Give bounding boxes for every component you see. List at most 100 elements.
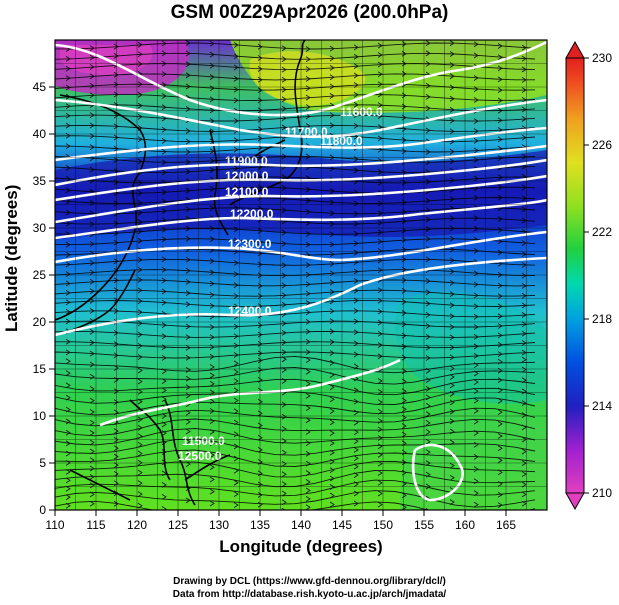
streamline-arrow (305, 487, 311, 494)
contour-label: 11700.0 (285, 125, 328, 139)
streamline-arrow (377, 169, 383, 175)
streamline-arrow (425, 385, 431, 392)
streamline-arrow (281, 207, 287, 214)
streamline-arrow (185, 256, 191, 263)
streamline-arrow (137, 425, 143, 431)
streamline-arrow (113, 277, 119, 284)
streamline-arrow (329, 188, 335, 195)
streamline-arrow (209, 429, 215, 435)
streamline-arrow (161, 368, 167, 375)
streamline-arrow (113, 43, 119, 50)
streamline-arrow (185, 267, 191, 274)
x-tick-label: 125 (168, 518, 188, 532)
streamline-arrow (209, 138, 215, 145)
streamline-arrow (497, 76, 503, 83)
streamline-arrow (281, 45, 287, 52)
streamline-arrow (329, 328, 335, 335)
streamline-arrow (137, 469, 143, 476)
streamline-arrow (425, 300, 431, 307)
streamline-arrow (137, 266, 143, 273)
streamline-arrow (65, 56, 71, 62)
streamline-arrow (257, 228, 263, 234)
streamline-arrow (377, 490, 383, 497)
streamline-arrow (473, 97, 479, 103)
streamline-arrow (497, 445, 503, 452)
streamline-arrow (425, 355, 431, 361)
streamline-arrow (161, 217, 167, 224)
streamline-arrow (305, 94, 311, 101)
streamline-arrow (233, 369, 239, 375)
streamline-arrow (449, 177, 455, 184)
streamline-arrow (161, 396, 167, 402)
streamline-arrow (449, 428, 455, 435)
streamline-arrow (329, 339, 335, 345)
streamline-arrow (329, 112, 335, 119)
streamline-arrow (353, 53, 359, 60)
streamline-arrow (89, 278, 95, 285)
streamline-arrow (113, 53, 119, 59)
streamline-arrow (521, 116, 527, 122)
streamline-arrow (185, 344, 191, 351)
streamline-arrow (497, 194, 503, 201)
streamline-arrow (521, 44, 527, 51)
streamline-arrow (521, 302, 527, 309)
streamline-arrow (473, 430, 479, 436)
streamline-arrow (233, 378, 239, 384)
streamline-arrow (329, 308, 335, 315)
streamline-arrow (209, 74, 215, 80)
streamline-arrow (521, 356, 527, 363)
streamline-arrow (329, 210, 335, 217)
streamline-arrow (521, 424, 527, 431)
streamline-arrow (185, 449, 191, 456)
streamline-arrow (353, 363, 359, 370)
streamline-arrow (65, 485, 71, 492)
streamline-arrow (209, 380, 215, 387)
streamline-arrow (257, 322, 263, 329)
streamline-arrow (113, 471, 119, 477)
streamline-arrow (137, 502, 143, 509)
streamline-arrow (257, 184, 263, 191)
streamline-arrow (521, 87, 527, 93)
streamline-arrow (161, 378, 167, 384)
streamline-arrow (521, 251, 527, 258)
streamline-arrow (305, 186, 311, 193)
streamline-arrow (137, 433, 143, 440)
streamline-arrow (209, 205, 215, 211)
y-tick-label: 45 (33, 80, 47, 94)
streamline-arrow (377, 470, 383, 476)
streamline-arrow (161, 137, 167, 144)
streamline-arrow (281, 401, 287, 408)
streamline-arrow (377, 353, 383, 360)
streamline-arrow (329, 501, 335, 508)
streamline-arrow (113, 409, 119, 416)
streamline-arrow (377, 267, 383, 273)
streamline-arrow (305, 66, 311, 73)
streamline-arrow (233, 502, 239, 508)
streamline-arrow (89, 260, 95, 266)
streamline-arrow (113, 352, 119, 359)
streamline-arrow (281, 240, 287, 247)
streamline-arrow (89, 166, 95, 173)
streamline-arrow (473, 362, 479, 368)
streamline-arrow (521, 292, 527, 299)
streamline-arrow (89, 409, 95, 415)
streamline-arrow (89, 491, 95, 498)
streamline-arrow (449, 324, 455, 330)
streamline-arrow (353, 398, 359, 405)
streamline-arrow (377, 319, 383, 326)
streamline-arrow (233, 408, 239, 415)
streamline-arrow (353, 167, 359, 174)
streamline-arrow (113, 81, 119, 88)
streamline-arrow (113, 239, 119, 246)
streamline-arrow (209, 372, 215, 379)
streamline-arrow (353, 481, 359, 487)
streamline-arrow (377, 287, 383, 294)
streamline-arrow (257, 447, 263, 453)
x-tick-label: 110 (45, 518, 64, 532)
streamline-arrow (353, 230, 359, 237)
streamline-arrow (305, 495, 311, 502)
streamline-arrow (209, 398, 215, 405)
streamline-arrow (521, 163, 527, 170)
x-tick-label: 130 (209, 518, 229, 532)
streamline-arrow (233, 204, 239, 211)
